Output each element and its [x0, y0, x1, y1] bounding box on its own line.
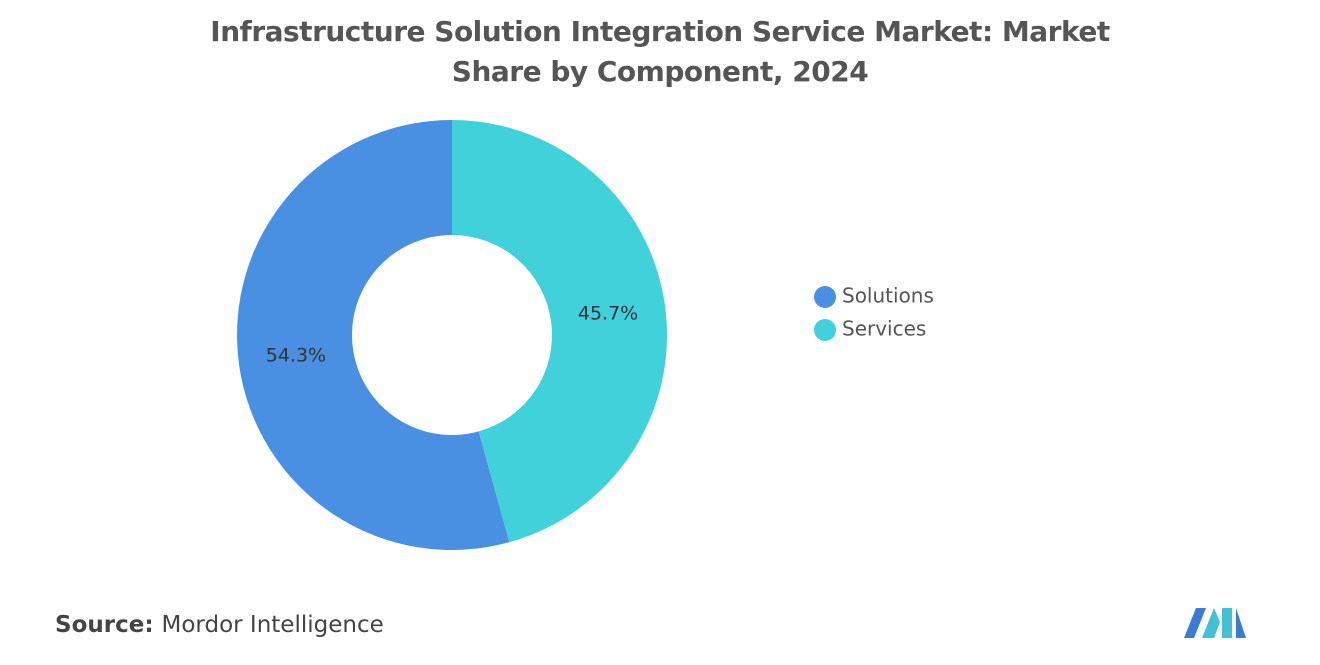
legend-label: Solutions [842, 284, 934, 308]
legend-marker [814, 319, 836, 341]
chart-title: Infrastructure Solution Integration Serv… [210, 15, 1110, 88]
data-label: 54.3% [266, 345, 326, 367]
source: Source: Mordor Intelligence [55, 612, 384, 638]
source-label: Source: [55, 612, 154, 638]
donut-slice [452, 120, 667, 543]
donut-slice [236, 120, 510, 551]
legend-marker [814, 286, 836, 308]
source-text: Mordor Intelligence [161, 612, 384, 638]
legend-label: Services [842, 317, 926, 341]
data-label: 45.7% [578, 302, 638, 324]
logo [1184, 608, 1246, 638]
